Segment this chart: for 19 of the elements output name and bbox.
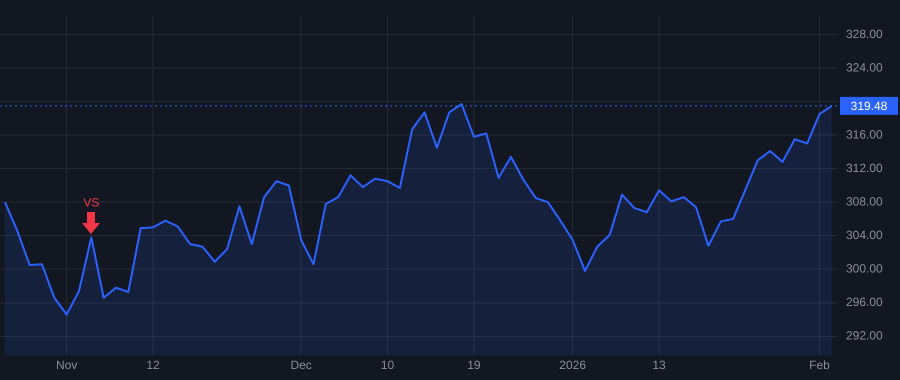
x-tick-label: 13 bbox=[652, 358, 666, 372]
y-tick-label: 304.00 bbox=[846, 228, 884, 242]
annotation: VS bbox=[83, 196, 100, 210]
y-tick-label: 296.00 bbox=[846, 295, 884, 310]
x-tick-label: Dec bbox=[290, 358, 312, 372]
x-tick-label: 10 bbox=[380, 358, 395, 372]
y-tick-label: 324.00 bbox=[846, 60, 884, 74]
y-tick-label: 308.00 bbox=[846, 194, 884, 208]
y-tick-label: 312.00 bbox=[846, 160, 884, 175]
ref-line-label: 319.48 bbox=[850, 99, 888, 114]
y-tick-label: 292.00 bbox=[846, 328, 884, 343]
x-tick-label: 2026 bbox=[559, 358, 586, 372]
x-tick-label: 12 bbox=[146, 358, 160, 372]
y-tick-label: 300.00 bbox=[846, 262, 884, 276]
x-tick-label: Feb bbox=[809, 358, 830, 372]
x-tick-label: Nov bbox=[56, 358, 78, 372]
y-tick-label: 328.00 bbox=[846, 26, 884, 41]
x-tick-label: 19 bbox=[467, 358, 481, 372]
y-tick-label: 316.00 bbox=[846, 127, 884, 142]
